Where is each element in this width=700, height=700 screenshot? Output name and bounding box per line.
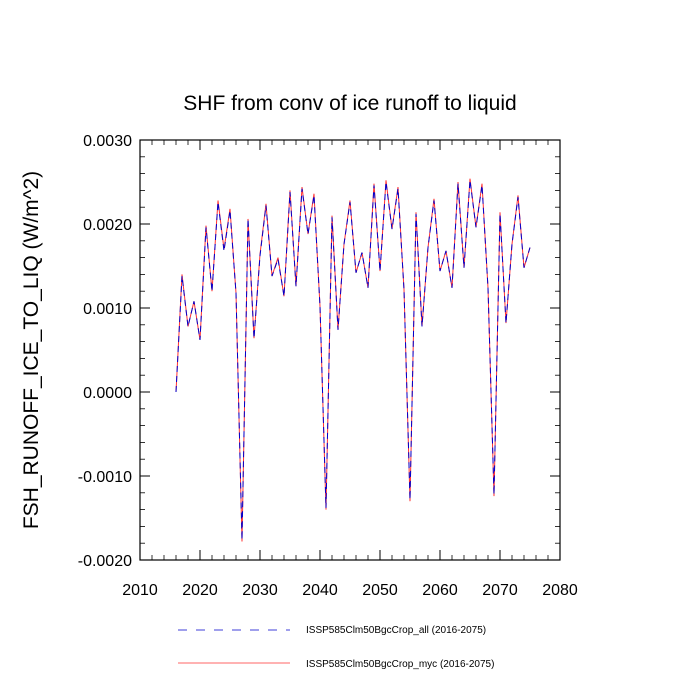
chart-title: SHF from conv of ice runoff to liquid xyxy=(183,92,516,115)
x-tick-label: 2010 xyxy=(122,582,158,599)
x-tick-label: 2070 xyxy=(482,582,518,599)
x-tick-label: 2080 xyxy=(542,582,578,599)
plot-frame xyxy=(139,139,561,561)
legend: ISSP585Clm50BgcCrop_all (2016-2075) ISSP… xyxy=(178,625,494,670)
axis-ticks: 2010 2020 2030 2040 2050 2060 2070 2080 -0.0020 -… xyxy=(78,133,578,599)
series-lines xyxy=(175,178,531,542)
x-tick-label: 2060 xyxy=(422,582,458,599)
x-tick-label: 2050 xyxy=(362,582,398,599)
y-tick-label: -0.0020 xyxy=(78,553,132,570)
y-tick-label: -0.0010 xyxy=(78,469,132,486)
y-tick-label: 0.0010 xyxy=(83,301,132,318)
y-tick-label: 0.0000 xyxy=(83,385,132,402)
x-tick-label: 2030 xyxy=(242,582,278,599)
legend-label-myc: ISSP585Clm50BgcCrop_myc (2016-2075) xyxy=(306,659,494,670)
series-line-all xyxy=(175,180,531,540)
y-axis-label: FSH_RUNOFF_ICE_TO_LIQ (W/m^2) xyxy=(20,171,43,529)
y-tick-label: 0.0030 xyxy=(83,133,132,150)
y-tick-label: 0.0020 xyxy=(83,217,132,234)
legend-label-all: ISSP585Clm50BgcCrop_all (2016-2075) xyxy=(306,625,486,636)
x-tick-label: 2040 xyxy=(302,582,338,599)
x-tick-label: 2020 xyxy=(182,582,218,599)
